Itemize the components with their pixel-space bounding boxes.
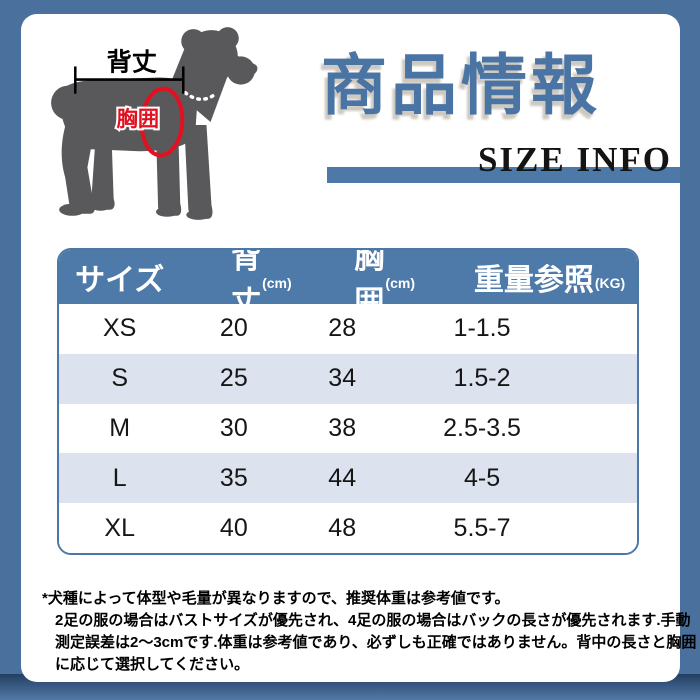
content-card: 胸囲 背丈 商品情報 SIZE INFO サイズ 背丈 (cm) 胸囲 — [21, 14, 697, 682]
page-title: 商品情報 — [321, 48, 601, 122]
footnote-line: に応じて選択してください。 — [55, 656, 250, 673]
cell-chest: 34 — [328, 364, 357, 393]
cell-size: XS — [103, 314, 137, 343]
footnote-line: 2足の服の場合はバストサイズが優先され、4足の服の場合はバックの長さが優先されま… — [55, 612, 691, 629]
cell-chest: 48 — [328, 513, 357, 542]
table-row: XL 40 48 5.5-7 — [59, 503, 637, 553]
table-header-row: サイズ 背丈 (cm) 胸囲 (cm) 重量参照 (KG) — [59, 250, 637, 319]
column-header-size: サイズ — [59, 250, 180, 304]
column-header-unit: (KG) — [594, 275, 626, 291]
column-header-unit: (cm) — [385, 275, 415, 291]
table-row: XS 20 28 1-1.5 — [59, 304, 637, 354]
cell-weight: 1.5-2 — [453, 364, 511, 393]
chest-girth-label: 胸囲 — [117, 106, 159, 131]
cell-chest: 44 — [328, 463, 357, 492]
cell-weight: 1-1.5 — [453, 314, 511, 343]
column-header-label: 重量参照 — [473, 264, 594, 297]
size-table: サイズ 背丈 (cm) 胸囲 (cm) 重量参照 (KG) XS 20 28 — [57, 248, 639, 555]
cell-weight: 5.5-7 — [453, 513, 511, 542]
footnote-line: 測定誤差は2～3cmです.体重は参考値であり、必ずしも正確ではありません。背中の… — [55, 634, 697, 651]
footnote: *犬種によって体型や毛量が異なりますので、推奨体重は参考値です。 2足の服の場合… — [42, 588, 697, 676]
chest-girth-ellipse — [139, 86, 185, 158]
column-header-chest: 胸囲 (cm) — [287, 250, 415, 319]
cell-size: S — [111, 364, 129, 393]
column-header-unit: (cm) — [262, 275, 292, 291]
dog-silhouette-icon — [51, 27, 258, 220]
cell-size: M — [109, 413, 131, 442]
cell-weight: 2.5-3.5 — [443, 413, 521, 442]
cell-chest: 38 — [328, 413, 357, 442]
collar-dotted-line — [183, 90, 217, 102]
cell-size: L — [112, 463, 127, 492]
back-length-label: 背丈 — [107, 48, 157, 76]
footnote-line: *犬種によって体型や毛量が異なりますので、推奨体重は参考値です。 — [42, 590, 510, 607]
dog-measurement-diagram: 胸囲 背丈 — [51, 27, 258, 220]
cell-chest: 28 — [328, 314, 357, 343]
cell-back-length: 35 — [219, 463, 248, 492]
cell-weight: 4-5 — [463, 463, 501, 492]
subtitle-size-info: SIZE INFO — [477, 140, 672, 179]
cell-back-length: 25 — [219, 364, 248, 393]
table-row: M 30 38 2.5-3.5 — [59, 403, 637, 454]
table-row: L 35 44 4-5 — [59, 453, 637, 504]
cell-back-length: 40 — [219, 513, 248, 542]
cell-back-length: 30 — [219, 413, 248, 442]
column-header-back-length: 背丈 (cm) — [180, 250, 292, 319]
table-row: S 25 34 1.5-2 — [59, 353, 637, 404]
column-header-weight: 重量参照 (KG) — [397, 250, 637, 304]
cell-back-length: 20 — [219, 314, 248, 343]
accent-bar — [327, 167, 680, 183]
cell-size: XL — [104, 513, 135, 542]
column-header-label: サイズ — [75, 264, 165, 297]
